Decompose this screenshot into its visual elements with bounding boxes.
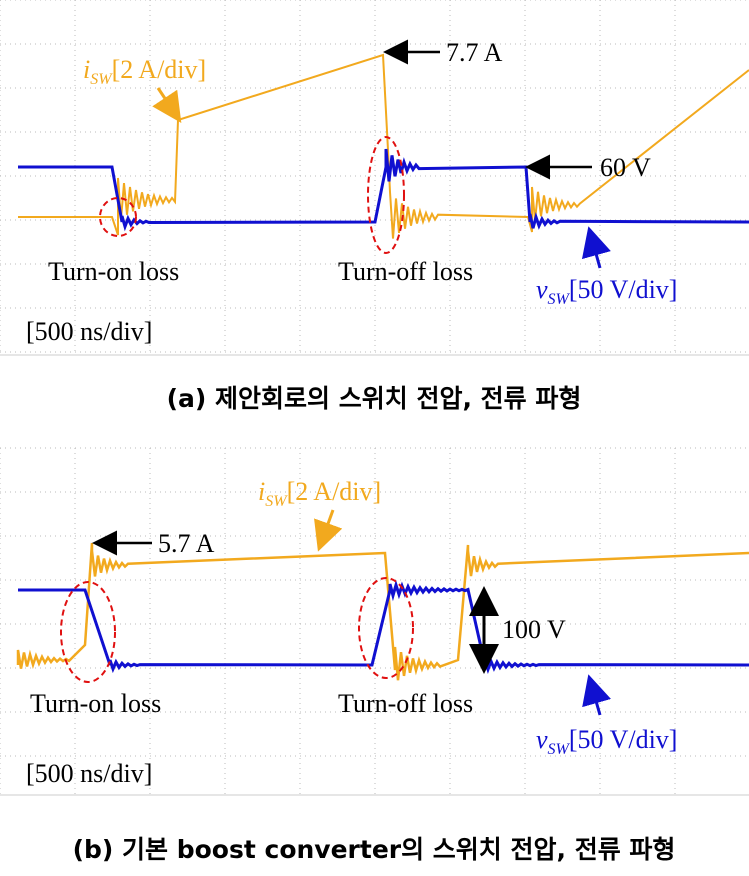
caption: (b) 기본 boost converter의 스위치 전압, 전류 파형	[73, 835, 676, 864]
peak-label: 7.7 A	[446, 38, 503, 67]
current-waveform	[18, 53, 749, 239]
voltage-level: 100 V	[502, 615, 566, 644]
loss-marker	[367, 136, 405, 254]
current-label: iSW[2 A/div]	[258, 477, 381, 510]
arrow	[582, 674, 612, 716]
waveforms	[16, 53, 749, 681]
current-label: iSW[2 A/div]	[83, 55, 206, 88]
voltage-label: vSW[50 V/div]	[536, 725, 677, 758]
arrow	[152, 87, 182, 123]
loss-marker	[99, 197, 137, 237]
turn-off-label: Turn-off loss	[338, 689, 473, 718]
turn-on-label: Turn-on loss	[30, 689, 161, 718]
peak-label: 5.7 A	[158, 529, 215, 558]
voltage-label: vSW[50 V/div]	[536, 275, 677, 308]
grids	[0, 0, 749, 796]
turn-on-label: Turn-on loss	[48, 257, 179, 286]
loss-marker	[358, 577, 414, 679]
time-scale: [500 ns/div]	[26, 317, 152, 346]
arrow	[314, 509, 343, 552]
loss-marker	[60, 581, 116, 683]
voltage-waveform	[18, 579, 749, 675]
panel-b: iSW[2 A/div] 5.7 A 100 V Turn-on loss Tu…	[26, 477, 677, 864]
arrow	[581, 226, 611, 269]
current-waveform	[16, 542, 749, 681]
time-scale: [500 ns/div]	[26, 759, 152, 788]
panel-a: iSW[2 A/div] 7.7 A 60 V Turn-on loss Tur…	[26, 38, 677, 413]
voltage-waveform	[18, 148, 749, 232]
voltage-level: 60 V	[600, 153, 651, 182]
caption: (a) 제안회로의 스위치 전압, 전류 파형	[167, 384, 582, 413]
turn-off-label: Turn-off loss	[338, 257, 473, 286]
